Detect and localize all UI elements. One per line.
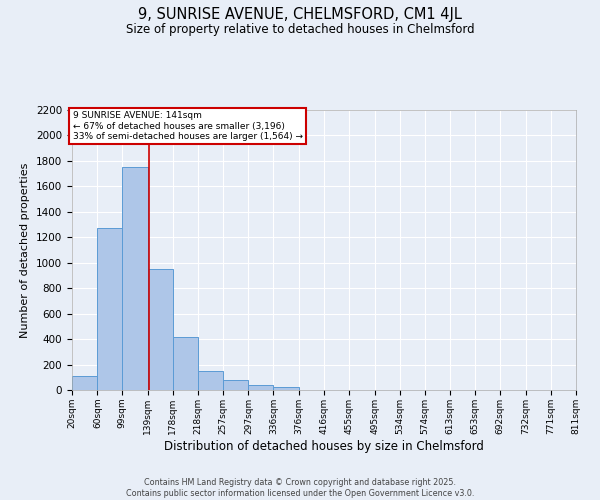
Bar bbox=[148, 269, 173, 390]
Bar bbox=[274, 388, 299, 390]
Text: Contains HM Land Registry data © Crown copyright and database right 2025.
Contai: Contains HM Land Registry data © Crown c… bbox=[126, 478, 474, 498]
Bar bbox=[72, 376, 97, 390]
Bar bbox=[248, 385, 274, 390]
Bar bbox=[198, 371, 223, 390]
Text: 9 SUNRISE AVENUE: 141sqm
← 67% of detached houses are smaller (3,196)
33% of sem: 9 SUNRISE AVENUE: 141sqm ← 67% of detach… bbox=[73, 112, 302, 141]
Text: Size of property relative to detached houses in Chelmsford: Size of property relative to detached ho… bbox=[125, 22, 475, 36]
Bar bbox=[122, 168, 148, 390]
Bar bbox=[97, 228, 122, 390]
Bar bbox=[223, 380, 248, 390]
X-axis label: Distribution of detached houses by size in Chelmsford: Distribution of detached houses by size … bbox=[164, 440, 484, 452]
Bar bbox=[173, 336, 198, 390]
Text: 9, SUNRISE AVENUE, CHELMSFORD, CM1 4JL: 9, SUNRISE AVENUE, CHELMSFORD, CM1 4JL bbox=[138, 8, 462, 22]
Y-axis label: Number of detached properties: Number of detached properties bbox=[20, 162, 31, 338]
